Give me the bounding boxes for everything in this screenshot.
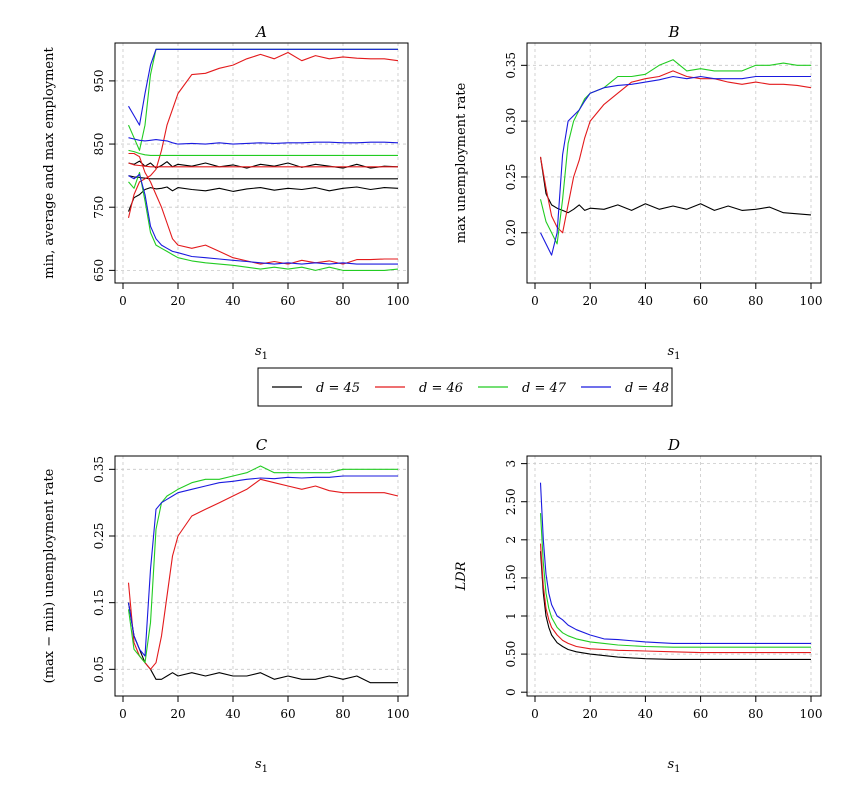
legend-label: d = 47 <box>522 381 567 396</box>
x-tick-label: 80 <box>748 707 763 721</box>
series-line <box>539 482 811 644</box>
x-tick-label: 20 <box>170 294 185 308</box>
series-line <box>127 48 398 151</box>
plot-frame <box>114 455 409 697</box>
x-tick-label: 20 <box>583 294 598 308</box>
x-tick-label: 0 <box>531 707 539 721</box>
y-tick-label: 0.30 <box>504 108 518 135</box>
series-line <box>539 551 811 660</box>
y-axis-label: LDR <box>454 561 469 591</box>
x-axis-label: s1 <box>667 757 680 775</box>
x-tick-label: 80 <box>748 294 763 308</box>
panel-title: C <box>256 436 268 454</box>
legend-item: d = 45 <box>272 381 360 396</box>
series-line <box>128 171 399 271</box>
panel-title: D <box>667 436 680 454</box>
y-tick-label: 2.50 <box>504 488 518 515</box>
y-tick-label: 0.25 <box>504 164 518 191</box>
x-tick-label: 100 <box>387 707 410 721</box>
legend: d = 45 d = 46 d = 47 d = 48 <box>257 367 673 407</box>
y-tick-label: 0.35 <box>504 52 518 79</box>
x-tick-label: 60 <box>280 707 295 721</box>
y-tick-label: 2 <box>504 536 518 544</box>
y-tick-label: 1 <box>504 612 518 620</box>
y-tick-label: 750 <box>92 196 106 219</box>
y-tick-label: 650 <box>92 259 106 282</box>
x-tick-label: 20 <box>583 707 598 721</box>
legend-label: d = 48 <box>625 381 669 396</box>
y-axis-label: max unemployment rate <box>454 82 469 243</box>
series-line <box>128 175 398 180</box>
x-tick-label: 40 <box>638 707 653 721</box>
panel-a: 0 20 40 60 80 100 650 750 850 950 As1 min, average … <box>42 23 409 362</box>
x-tick-label: 0 <box>531 294 539 308</box>
panel-title: B <box>667 23 679 41</box>
series-line <box>128 162 398 168</box>
x-tick-label: 100 <box>800 707 823 721</box>
x-tick-label: 40 <box>225 707 240 721</box>
x-tick-label: 100 <box>387 294 410 308</box>
series-line <box>127 602 398 684</box>
legend-item: d = 47 <box>478 381 567 396</box>
panel-b: 0 20 40 60 80 100 0.20 0.25 0.30 0.35 Bs1 max unemp… <box>454 23 822 362</box>
y-tick-label: 0.25 <box>92 523 106 550</box>
legend-item: d = 48 <box>581 381 669 396</box>
panel-title: A <box>254 23 267 41</box>
x-tick-label: 60 <box>693 707 708 721</box>
plot-frame <box>526 42 822 284</box>
plot-frame <box>114 42 409 284</box>
x-axis-label: s1 <box>255 344 268 362</box>
plot-frame <box>526 455 822 697</box>
series-line <box>128 152 398 265</box>
x-tick-label: 40 <box>638 294 653 308</box>
x-tick-label: 0 <box>119 294 127 308</box>
series-line <box>128 149 398 156</box>
y-tick-label: 0 <box>504 688 518 696</box>
x-tick-label: 40 <box>225 294 240 308</box>
panel-d: 0 20 40 60 80 100 0 0.50 1 1.50 2 2.50 3 Ds1 LDR <box>454 436 822 775</box>
series-line <box>539 70 812 234</box>
y-axis-label: min, average and max employment <box>42 47 57 279</box>
x-tick-label: 80 <box>335 294 350 308</box>
series-line <box>539 59 811 245</box>
y-tick-label: 0.50 <box>504 641 518 668</box>
series-line <box>128 48 398 126</box>
series-line <box>127 465 398 664</box>
x-tick-label: 0 <box>119 707 127 721</box>
x-tick-label: 80 <box>335 707 350 721</box>
series-line <box>127 475 398 657</box>
series-line <box>127 186 399 212</box>
x-tick-label: 20 <box>170 707 185 721</box>
y-axis-label: (max − min) unemployment rate <box>42 468 57 683</box>
y-tick-label: 1.50 <box>504 565 518 592</box>
x-axis-label: s1 <box>255 757 268 775</box>
x-axis-label: s1 <box>667 344 680 362</box>
y-tick-label: 850 <box>92 133 106 156</box>
series-line <box>539 156 812 216</box>
series-line <box>128 137 399 145</box>
y-tick-label: 0.05 <box>92 656 106 683</box>
series-line <box>128 173 398 265</box>
y-tick-label: 0.15 <box>92 589 106 616</box>
x-tick-label: 100 <box>800 294 823 308</box>
y-tick-label: 3 <box>504 460 518 468</box>
legend-label: d = 46 <box>419 381 463 396</box>
y-tick-label: 950 <box>92 69 106 92</box>
x-tick-label: 60 <box>280 294 295 308</box>
series-line <box>128 160 399 169</box>
series-line <box>127 478 399 670</box>
series-line <box>127 51 399 219</box>
series-line <box>540 75 811 256</box>
x-tick-label: 60 <box>693 294 708 308</box>
y-tick-label: 0.35 <box>92 456 106 483</box>
y-tick-label: 0.20 <box>504 219 518 246</box>
series-line <box>539 543 811 654</box>
legend-label: d = 45 <box>316 381 360 396</box>
series-line <box>539 513 811 648</box>
panel-c: 0 20 40 60 80 100 0.05 0.15 0.25 0.35 Cs1 (max − mi… <box>42 436 409 775</box>
legend-item: d = 46 <box>375 381 463 396</box>
